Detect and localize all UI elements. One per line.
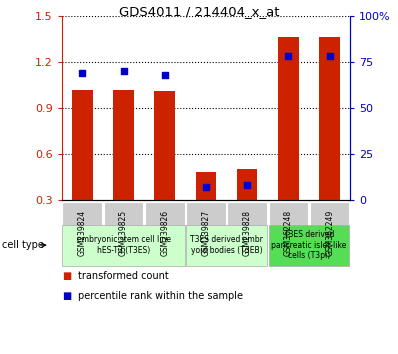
Bar [196, 172, 216, 200]
Point [285, 53, 292, 59]
Text: cell type: cell type [2, 240, 44, 250]
Text: GDS4011 / 214404_x_at: GDS4011 / 214404_x_at [119, 5, 279, 18]
Bar [72, 90, 93, 200]
Text: T3ES derived
pancreatic islet-like
cells (T3pi): T3ES derived pancreatic islet-like cells… [271, 230, 347, 260]
Text: ■: ■ [62, 291, 71, 301]
Text: GSM239826: GSM239826 [160, 210, 169, 256]
Text: T3ES derived embr
yoid bodies (T3EB): T3ES derived embr yoid bodies (T3EB) [190, 235, 263, 255]
Text: GSM239828: GSM239828 [243, 210, 252, 256]
Point [120, 68, 127, 74]
Text: percentile rank within the sample: percentile rank within the sample [78, 291, 243, 301]
Text: GSM239824: GSM239824 [78, 210, 87, 256]
Bar [154, 91, 175, 200]
Text: transformed count: transformed count [78, 271, 168, 281]
Text: GSM362249: GSM362249 [325, 210, 334, 256]
Bar [278, 38, 299, 200]
Text: GSM239825: GSM239825 [119, 210, 128, 256]
Point [244, 182, 250, 188]
Bar [319, 38, 340, 200]
Point [162, 72, 168, 78]
Bar [113, 90, 134, 200]
Bar [237, 169, 258, 200]
Text: embryonic stem cell line
hES-T3 (T3ES): embryonic stem cell line hES-T3 (T3ES) [76, 235, 170, 255]
Text: GSM239827: GSM239827 [201, 210, 211, 256]
Point [203, 184, 209, 190]
Point [79, 70, 86, 76]
Text: ■: ■ [62, 271, 71, 281]
Text: GSM362248: GSM362248 [284, 210, 293, 256]
Point [326, 53, 333, 59]
